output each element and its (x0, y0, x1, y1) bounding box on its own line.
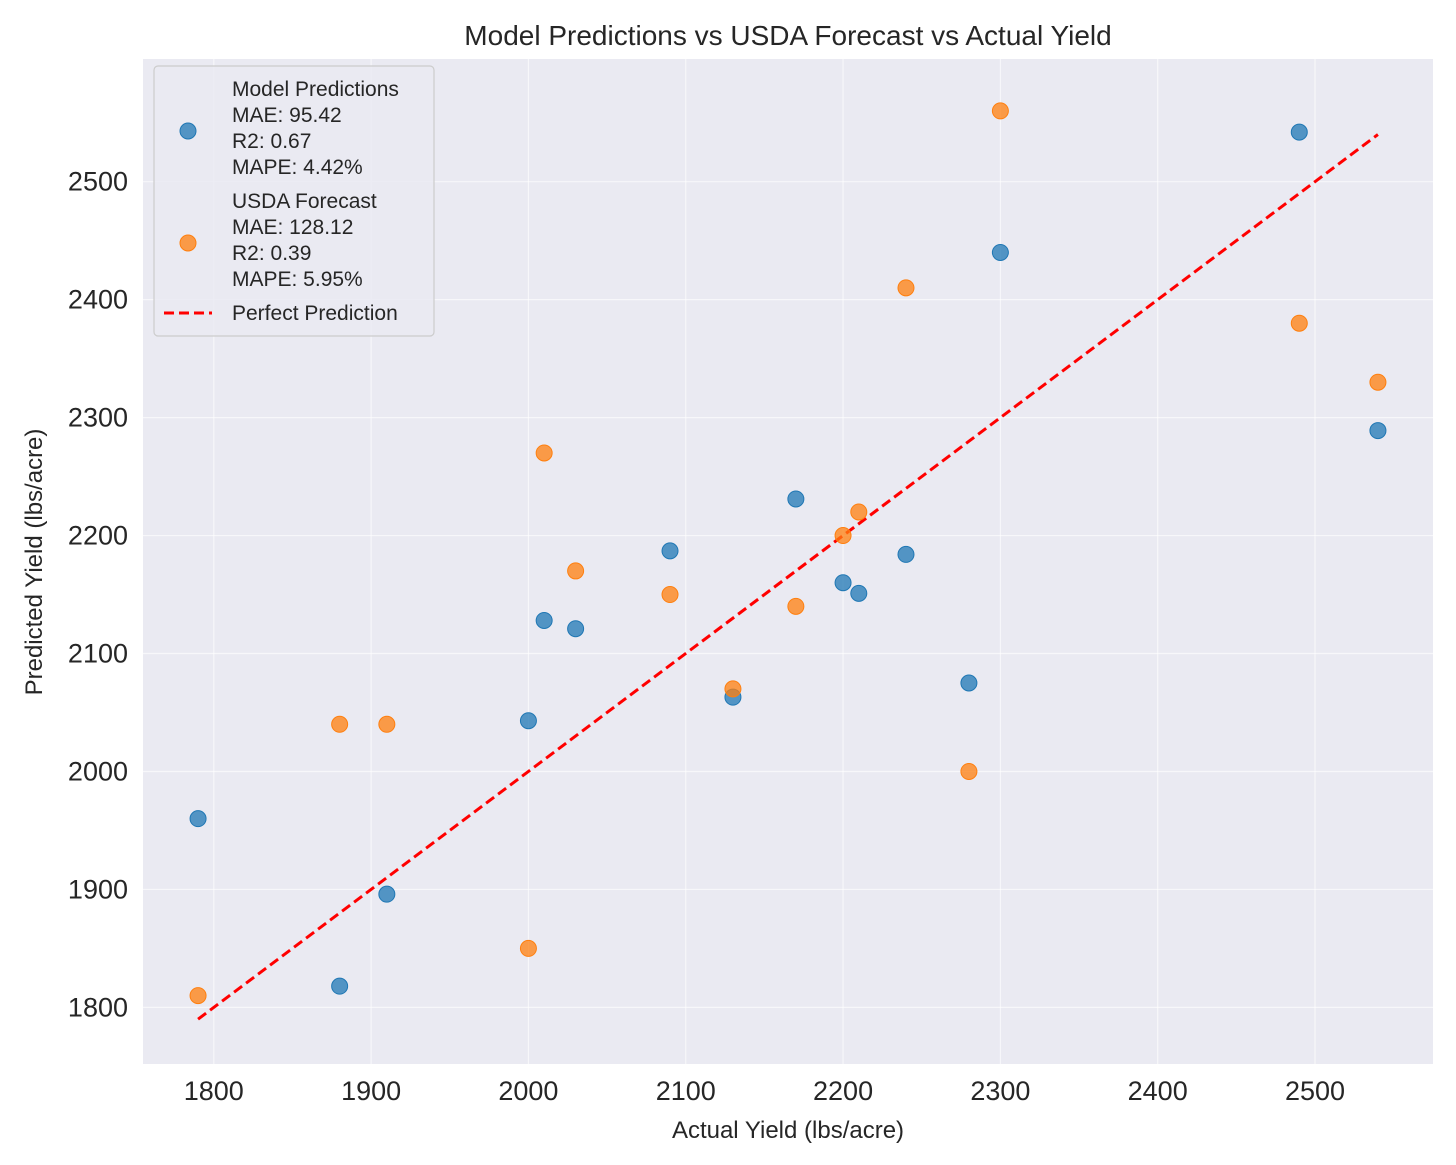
model-prediction-point (189, 810, 207, 828)
model-prediction-point (991, 243, 1009, 261)
y-tick-label: 2200 (68, 521, 128, 551)
y-tick-label: 2400 (68, 285, 128, 315)
legend-stat-model-mae: MAE: 95.42 (232, 104, 342, 127)
model-prediction-point (1290, 123, 1308, 141)
model-prediction-point (535, 611, 553, 629)
legend-stat-usda-mae: MAE: 128.12 (232, 216, 353, 239)
usda-forecast-point (189, 987, 207, 1005)
legend-box (153, 65, 435, 337)
usda-forecast-point (519, 939, 537, 957)
legend: Model Predictions MAE: 95.42 R2: 0.67 MA… (153, 65, 435, 337)
model-prediction-point (331, 977, 349, 995)
x-axis-label: Actual Yield (lbs/acre) (672, 1117, 904, 1144)
model-prediction-point (1369, 422, 1387, 440)
usda-forecast-point (960, 762, 978, 780)
x-tick-label: 2200 (813, 1076, 873, 1106)
legend-marker-usda (179, 234, 197, 252)
model-prediction-point (850, 584, 868, 602)
model-prediction-point (661, 542, 679, 560)
model-prediction-point (378, 885, 396, 903)
usda-forecast-point (378, 715, 396, 733)
legend-stat-model-r2: R2: 0.67 (232, 130, 311, 153)
usda-forecast-point (567, 562, 585, 580)
y-tick-label: 2000 (68, 756, 128, 786)
legend-label-model: Model Predictions (232, 78, 399, 101)
x-tick-labels: 1800 1900 2000 2100 2200 2300 2400 2500 (184, 1076, 1345, 1106)
usda-forecast-point (1290, 314, 1308, 332)
points-layer (189, 102, 1387, 1005)
model-prediction-point (834, 574, 852, 592)
legend-label-reference: Perfect Prediction (232, 302, 398, 325)
legend-stat-usda-mape: MAPE: 5.95% (232, 268, 363, 291)
usda-forecast-point (897, 279, 915, 297)
model-prediction-point (897, 545, 915, 563)
usda-forecast-point (787, 597, 805, 615)
usda-forecast-point (834, 527, 852, 545)
usda-forecast-point (331, 715, 349, 733)
x-tick-label: 1900 (341, 1076, 401, 1106)
x-tick-label: 1800 (184, 1076, 244, 1106)
y-tick-label: 2100 (68, 639, 128, 669)
usda-forecast-point (661, 586, 679, 604)
model-prediction-point (787, 490, 805, 508)
legend-marker-model (179, 122, 197, 140)
model-prediction-point (519, 712, 537, 730)
y-tick-label: 2300 (68, 403, 128, 433)
legend-label-usda: USDA Forecast (232, 190, 377, 213)
chart-title: Model Predictions vs USDA Forecast vs Ac… (464, 20, 1111, 51)
grid (143, 59, 1433, 1064)
y-tick-label: 2500 (68, 167, 128, 197)
usda-forecast-point (991, 102, 1009, 120)
perfect-prediction-line (197, 133, 1379, 1021)
x-tick-label: 2100 (656, 1076, 716, 1106)
x-tick-label: 2000 (498, 1076, 558, 1106)
y-tick-label: 1800 (68, 992, 128, 1022)
usda-forecast-point (535, 444, 553, 462)
y-axis-label: Predicted Yield (lbs/acre) (21, 429, 48, 696)
reference-line-layer (197, 133, 1379, 1021)
x-tick-label: 2400 (1128, 1076, 1188, 1106)
usda-forecast-point (724, 680, 742, 698)
model-prediction-point (960, 674, 978, 692)
y-tick-labels: 1800 1900 2000 2100 2200 2300 2400 2500 (68, 167, 128, 1023)
usda-forecast-point (850, 503, 868, 521)
x-tick-label: 2300 (970, 1076, 1030, 1106)
legend-stat-model-mape: MAPE: 4.42% (232, 156, 363, 179)
legend-stat-usda-r2: R2: 0.39 (232, 242, 311, 265)
model-prediction-point (567, 620, 585, 638)
y-tick-label: 1900 (68, 874, 128, 904)
x-tick-label: 2500 (1285, 1076, 1345, 1106)
usda-forecast-point (1369, 373, 1387, 391)
